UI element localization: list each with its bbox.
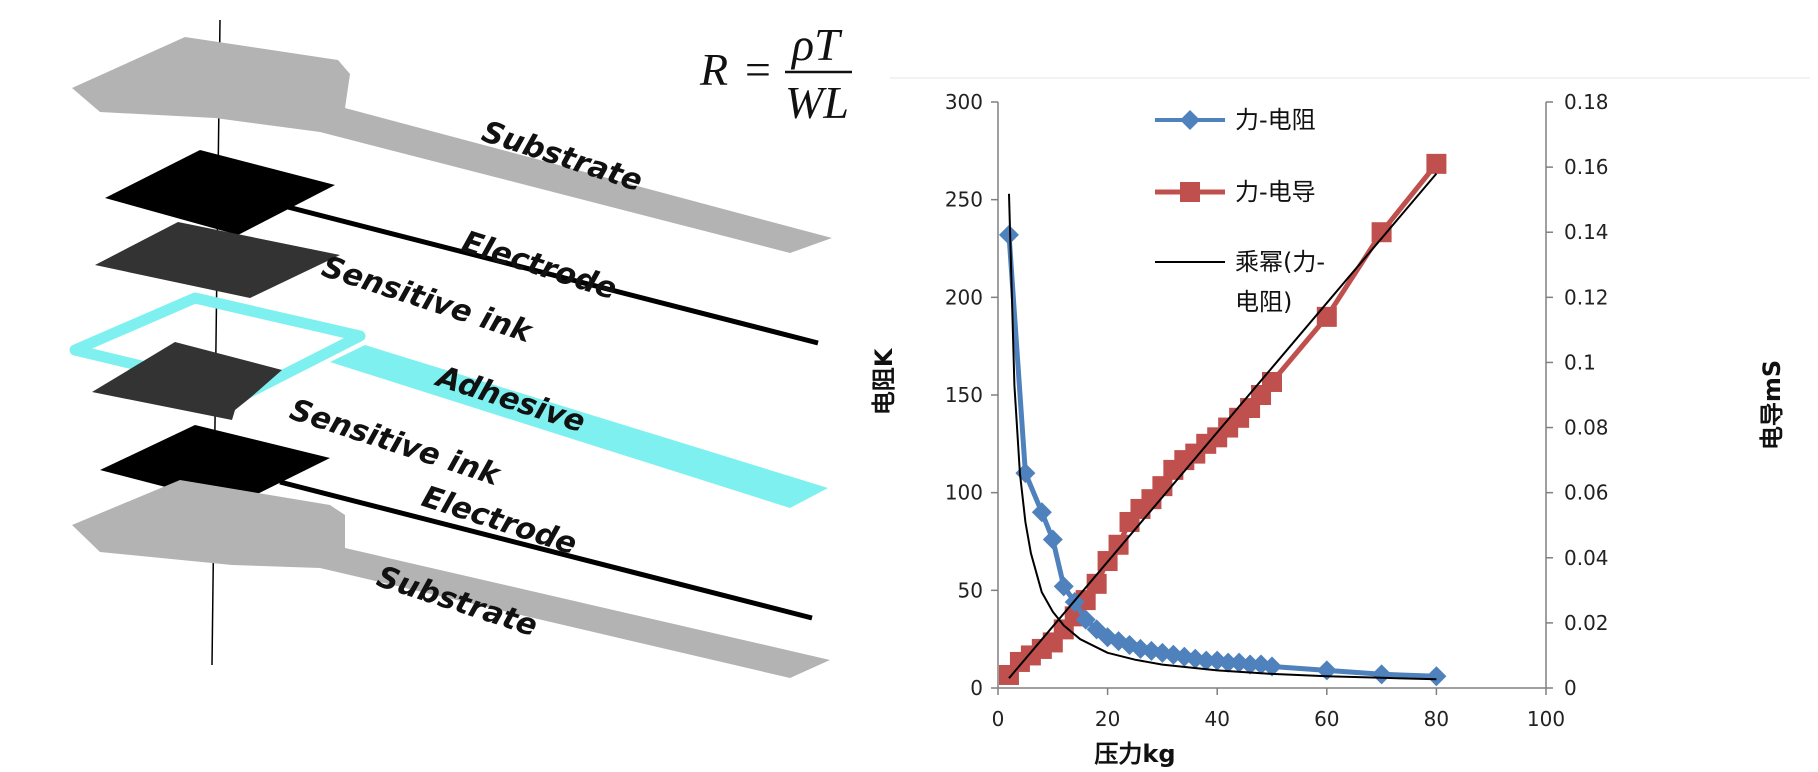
left-y-tick-label: 300 [945, 90, 983, 114]
series-line-fit-power [1008, 193, 1437, 681]
layer-stack-diagram: Substrate Electrode Sensitive ink Adhesi… [69, 19, 852, 678]
formula-denominator: WL [785, 77, 849, 128]
x-tick-label: 40 [1204, 707, 1229, 731]
right-y-tick-label: 0.14 [1564, 220, 1609, 244]
formula-equals: = [742, 44, 773, 95]
legend-label-line: 电阻) [1235, 288, 1292, 316]
x-tick-label: 100 [1527, 707, 1565, 731]
right-y-tick-label: 0.1 [1564, 350, 1596, 374]
ink-top-shape [95, 222, 340, 298]
layer-label: Electrode [418, 479, 581, 562]
data-point-resistance [1152, 642, 1173, 663]
series-line-fit-linear [1008, 172, 1438, 679]
data-point-resistance [1426, 666, 1447, 687]
electrode-top-lead [279, 202, 819, 346]
left-y-tick-label: 50 [958, 578, 983, 602]
left-axis-title: 电阻K [870, 347, 898, 415]
data-point-resistance [1108, 631, 1129, 652]
adhesive-lead [330, 345, 828, 508]
data-point-conductance [1262, 371, 1282, 392]
left-y-tick-label: 200 [945, 285, 983, 309]
chart-axes: 0 20 40 60 80 100 0 50 100 150 200 250 300 0 0.02 0.04 0… [945, 90, 1609, 731]
data-point-conductance [1086, 573, 1107, 594]
right-y-tick-label: 0 [1564, 676, 1577, 700]
data-point-resistance [998, 224, 1019, 245]
right-y-tick-label: 0.18 [1564, 90, 1609, 114]
data-point-conductance [1426, 153, 1447, 174]
chart-legend: 力-电阻 力-电导 乘幂(力- 电阻) [1155, 106, 1333, 316]
legend-label: 力-电阻 [1235, 106, 1316, 134]
data-point-resistance [1031, 502, 1052, 523]
formula-numerator: ρT [790, 19, 843, 70]
data-point-resistance [1053, 576, 1074, 597]
x-tick-label: 0 [992, 707, 1005, 731]
data-point-resistance [1075, 609, 1096, 630]
ink-bottom-shape [92, 342, 282, 420]
layer-label: Adhesive [431, 359, 590, 440]
right-y-tick-label: 0.08 [1564, 416, 1609, 440]
resistance-formula: R = ρT WL [699, 19, 852, 128]
data-point-resistance [1042, 529, 1063, 550]
electrode-bottom-shape [100, 425, 330, 505]
left-y-tick-label: 250 [945, 188, 983, 212]
legend-label-line: 乘幂(力- [1235, 248, 1325, 276]
legend-marker-diamond [1180, 110, 1200, 130]
legend-label: 力-电导 [1235, 178, 1316, 206]
legend-marker-square [1180, 182, 1200, 202]
data-point-resistance [1174, 646, 1195, 667]
data-point-resistance [1240, 654, 1261, 675]
data-point-resistance [1371, 664, 1392, 685]
x-tick-label: 80 [1424, 707, 1449, 731]
right-y-tick-label: 0.02 [1564, 611, 1609, 635]
data-point-resistance [1185, 648, 1206, 669]
layer-label: Sensitive ink [286, 392, 506, 493]
formula-lhs: R [699, 44, 728, 95]
legend-item-resistance: 力-电阻 [1155, 106, 1316, 134]
legend-item-power-fit: 乘幂(力- 电阻) [1155, 248, 1333, 316]
left-y-tick-label: 100 [945, 481, 983, 505]
data-point-conductance [1316, 306, 1337, 327]
substrate-top-shape [72, 37, 832, 253]
data-point-resistance [1218, 652, 1239, 673]
right-y-tick-label: 0.12 [1564, 285, 1609, 309]
data-point-resistance [1015, 463, 1036, 484]
data-point-conductance [1371, 222, 1392, 243]
substrate-bottom-shape [72, 480, 830, 678]
electrode-bottom-lead [279, 479, 813, 621]
x-axis-title: 压力kg [1094, 740, 1175, 768]
right-y-tick-label: 0.16 [1564, 155, 1609, 179]
data-point-resistance [1196, 650, 1217, 671]
force-resistance-chart: 0 20 40 60 80 100 0 50 100 150 200 250 300 0 0.02 0.04 0… [870, 77, 1810, 768]
layer-label: Electrode [458, 224, 621, 307]
data-point-resistance [1119, 635, 1140, 656]
data-point-conductance [1108, 534, 1129, 555]
right-axis-title: 电导mS [1758, 360, 1786, 450]
left-y-tick-label: 0 [970, 676, 983, 700]
layer-label: Substrate [373, 559, 542, 644]
chart-series [998, 153, 1447, 687]
right-y-tick-label: 0.06 [1564, 481, 1609, 505]
left-y-tick-label: 150 [945, 383, 983, 407]
data-point-resistance [1086, 619, 1107, 640]
legend-item-conductance: 力-电导 [1155, 178, 1316, 206]
right-y-tick-label: 0.04 [1564, 546, 1609, 570]
x-tick-label: 60 [1314, 707, 1339, 731]
electrode-top-shape [105, 150, 335, 235]
x-tick-label: 20 [1095, 707, 1120, 731]
data-point-resistance [1251, 654, 1272, 675]
data-point-resistance [1262, 656, 1282, 677]
legend-label: 乘幂(力- 电阻) [1235, 248, 1333, 316]
